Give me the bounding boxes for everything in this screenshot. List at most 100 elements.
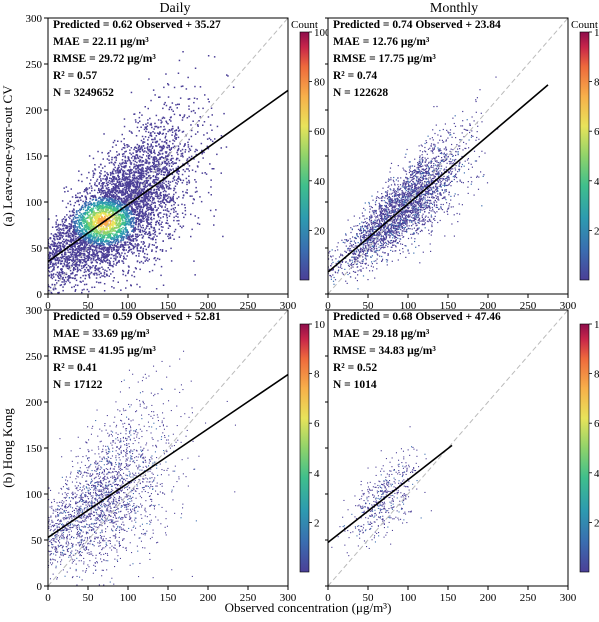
- colorbar-tick-label: 10: [594, 27, 599, 39]
- regression-line: [328, 444, 453, 543]
- stat-line: Predicted = 0.59 Observed + 52.81: [53, 311, 221, 323]
- stat-line: R² = 0.57: [53, 70, 97, 82]
- stat-line: Predicted = 0.74 Observed + 23.84: [333, 19, 501, 31]
- y-tick-label: 300: [26, 305, 43, 317]
- stat-line: R² = 0.41: [53, 362, 97, 374]
- y-tick-label: 50: [31, 243, 43, 255]
- colorbar-tick-label: 4: [314, 468, 320, 480]
- y-tick-label: 200: [26, 397, 43, 409]
- x-tick-label: 100: [400, 592, 417, 604]
- y-tick-label: 150: [26, 443, 43, 455]
- x-tick-label: 250: [520, 592, 537, 604]
- stat-line: R² = 0.74: [333, 70, 377, 82]
- x-tick-label: 100: [120, 592, 137, 604]
- x-tick-label: 300: [560, 592, 577, 604]
- colorbar-tick-label: 6: [594, 418, 599, 430]
- regression-line: [48, 89, 288, 263]
- y-tick-label: 200: [26, 105, 43, 117]
- stat-line: RMSE = 41.95 μg/m³: [53, 345, 156, 357]
- x-tick-label: 300: [280, 300, 297, 312]
- x-tick-label: 250: [520, 300, 537, 312]
- x-tick-label: 100: [400, 300, 417, 312]
- x-tick-label: 0: [45, 300, 51, 312]
- x-tick-label: 300: [560, 300, 577, 312]
- y-tick-label: 0: [37, 289, 43, 301]
- x-tick-label: 300: [280, 592, 297, 604]
- colorbar: [579, 31, 590, 281]
- scatter-points: [328, 426, 432, 557]
- identity-line: [48, 310, 288, 586]
- stat-line: MAE = 33.69 μg/m³: [53, 328, 150, 340]
- colorbar-label: Count: [291, 19, 318, 31]
- stat-line: Predicted = 0.62 Observed + 35.27: [53, 19, 221, 31]
- regression-line: [48, 373, 288, 539]
- y-tick-label: 250: [26, 351, 43, 363]
- colorbar-label: Count: [571, 19, 598, 31]
- stat-line: N = 3249652: [53, 87, 114, 99]
- regression-line: [328, 84, 549, 273]
- colorbar-tick-label: 4: [594, 176, 599, 188]
- stat-line: N = 1014: [333, 379, 377, 391]
- column-title-daily: Daily: [159, 1, 190, 16]
- x-tick-label: 50: [83, 592, 95, 604]
- colorbar-tick-label: 2: [594, 517, 599, 529]
- identity-line: [48, 18, 288, 294]
- colorbar: [299, 31, 310, 281]
- stat-line: MAE = 22.11 μg/m³: [53, 36, 149, 48]
- x-tick-label: 50: [83, 300, 95, 312]
- colorbar-tick-label: 8: [594, 369, 599, 381]
- x-tick-label: 0: [325, 592, 331, 604]
- x-tick-label: 150: [160, 300, 177, 312]
- colorbar-tick-label: 2: [314, 517, 320, 529]
- x-tick-label: 200: [480, 592, 497, 604]
- y-tick-label: 300: [26, 13, 43, 25]
- x-axis-label: Observed concentration (μg/m³): [225, 600, 392, 615]
- x-tick-label: 50: [363, 592, 375, 604]
- colorbar-tick-label: 6: [314, 418, 320, 430]
- colorbar-tick-label: 6: [594, 126, 599, 138]
- stat-line: MAE = 12.76 μg/m³: [333, 36, 430, 48]
- identity-line: [328, 18, 568, 294]
- colorbar: [579, 323, 590, 573]
- stat-line: N = 17122: [53, 379, 103, 391]
- y-tick-label: 100: [26, 489, 43, 501]
- colorbar-tick-label: 10: [594, 319, 599, 331]
- stat-line: R² = 0.52: [333, 362, 377, 374]
- x-tick-label: 200: [200, 300, 217, 312]
- colorbar-tick-label: 8: [314, 369, 320, 381]
- identity-line: [328, 310, 568, 586]
- colorbar-tick-label: 100: [314, 27, 331, 39]
- y-tick-label: 0: [37, 581, 43, 593]
- colorbar: [299, 323, 310, 573]
- stat-line: N = 122628: [333, 87, 388, 99]
- y-tick-label: 50: [31, 535, 43, 547]
- colorbar-tick-label: 40: [314, 176, 326, 188]
- colorbar-tick-label: 8: [594, 77, 599, 89]
- x-tick-label: 200: [480, 300, 497, 312]
- stat-line: RMSE = 34.83 μg/m³: [333, 345, 436, 357]
- x-tick-label: 200: [200, 592, 217, 604]
- stat-line: RMSE = 17.75 μg/m³: [333, 53, 436, 65]
- panel-b-monthly: 0 50 100 150 200 250 300 Predicted = 0.68 Obser…: [325, 309, 599, 604]
- stat-line: RMSE = 29.72 μg/m³: [53, 53, 156, 65]
- row-label-cv: (a) Leave-one-year-out CV: [0, 85, 15, 227]
- x-tick-label: 150: [440, 300, 457, 312]
- colorbar-tick-label: 80: [314, 77, 326, 89]
- x-tick-label: 250: [240, 300, 257, 312]
- scatter-points: [48, 51, 235, 294]
- column-title-monthly: Monthly: [430, 1, 478, 16]
- x-tick-label: 50: [363, 300, 375, 312]
- scatter-points: [48, 350, 236, 586]
- y-tick-label: 250: [26, 59, 43, 71]
- y-tick-label: 150: [26, 151, 43, 163]
- stat-line: Predicted = 0.68 Observed + 47.46: [333, 311, 501, 323]
- x-tick-label: 250: [240, 592, 257, 604]
- stat-line: MAE = 29.18 μg/m³: [333, 328, 430, 340]
- colorbar-tick-label: 60: [314, 126, 326, 138]
- x-tick-label: 0: [45, 592, 51, 604]
- panel-b-daily: 0 50 100 150 200 250 300 0 50 100 150 200 250 300 Pred…: [26, 305, 326, 604]
- scatter-points: [328, 76, 499, 290]
- x-tick-label: 150: [160, 592, 177, 604]
